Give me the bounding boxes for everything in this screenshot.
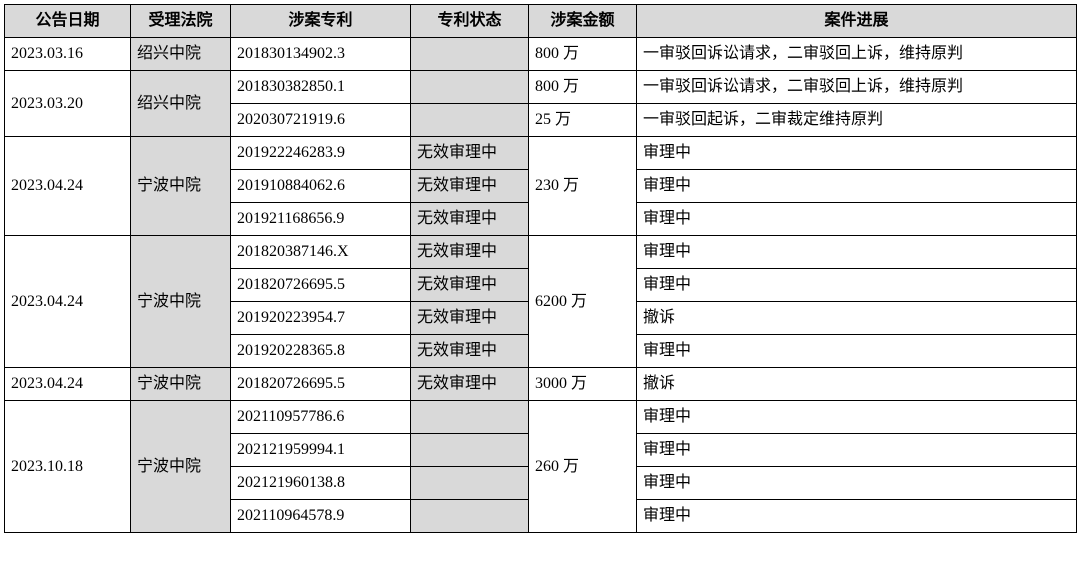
cell-patent: 201910884062.6	[231, 170, 411, 203]
table-row: 2023.04.24 宁波中院 201922246283.9 无效审理中 230…	[5, 137, 1077, 170]
cell-status	[411, 71, 529, 104]
cell-status	[411, 104, 529, 137]
cell-status: 无效审理中	[411, 368, 529, 401]
cell-status	[411, 467, 529, 500]
cell-patent: 201820726695.5	[231, 368, 411, 401]
cell-patent: 201921168656.9	[231, 203, 411, 236]
table-body: 2023.03.16 绍兴中院 201830134902.3 800 万 一审驳…	[5, 38, 1077, 533]
cell-amount: 6200 万	[529, 236, 637, 368]
cell-progress: 审理中	[637, 467, 1077, 500]
cell-progress: 审理中	[637, 203, 1077, 236]
cell-patent: 201820387146.X	[231, 236, 411, 269]
table-row: 2023.04.24 宁波中院 201820387146.X 无效审理中 620…	[5, 236, 1077, 269]
cell-progress: 撤诉	[637, 368, 1077, 401]
header-status: 专利状态	[411, 5, 529, 38]
cell-court: 宁波中院	[131, 368, 231, 401]
cell-date: 2023.03.16	[5, 38, 131, 71]
cell-progress: 审理中	[637, 269, 1077, 302]
cell-patent: 202121959994.1	[231, 434, 411, 467]
cell-amount: 260 万	[529, 401, 637, 533]
cell-amount: 230 万	[529, 137, 637, 236]
cell-court: 宁波中院	[131, 401, 231, 533]
cell-status: 无效审理中	[411, 269, 529, 302]
table-row: 2023.03.20 绍兴中院 201830382850.1 800 万 一审驳…	[5, 71, 1077, 104]
cell-patent: 202110964578.9	[231, 500, 411, 533]
cell-progress: 审理中	[637, 434, 1077, 467]
cell-date: 2023.04.24	[5, 137, 131, 236]
cell-progress: 一审驳回起诉，二审裁定维持原判	[637, 104, 1077, 137]
cell-status: 无效审理中	[411, 335, 529, 368]
cell-date: 2023.10.18	[5, 401, 131, 533]
cell-patent: 201920223954.7	[231, 302, 411, 335]
cell-patent: 202030721919.6	[231, 104, 411, 137]
cell-progress: 审理中	[637, 401, 1077, 434]
cell-status: 无效审理中	[411, 302, 529, 335]
cell-patent: 201830134902.3	[231, 38, 411, 71]
table-row: 2023.04.24 宁波中院 201820726695.5 无效审理中 300…	[5, 368, 1077, 401]
cell-status: 无效审理中	[411, 170, 529, 203]
header-amount: 涉案金额	[529, 5, 637, 38]
cell-status	[411, 434, 529, 467]
header-court: 受理法院	[131, 5, 231, 38]
cell-amount: 25 万	[529, 104, 637, 137]
cell-status: 无效审理中	[411, 236, 529, 269]
cell-status	[411, 38, 529, 71]
cell-progress: 审理中	[637, 500, 1077, 533]
header-date: 公告日期	[5, 5, 131, 38]
cell-patent: 201922246283.9	[231, 137, 411, 170]
cell-progress: 审理中	[637, 335, 1077, 368]
cell-amount: 800 万	[529, 71, 637, 104]
cell-patent: 202121960138.8	[231, 467, 411, 500]
cell-progress: 一审驳回诉讼请求，二审驳回上诉，维持原判	[637, 38, 1077, 71]
cell-date: 2023.04.24	[5, 368, 131, 401]
cell-date: 2023.04.24	[5, 236, 131, 368]
cell-progress: 撤诉	[637, 302, 1077, 335]
cell-court: 宁波中院	[131, 236, 231, 368]
cell-status	[411, 500, 529, 533]
cell-patent: 201830382850.1	[231, 71, 411, 104]
cell-court: 绍兴中院	[131, 38, 231, 71]
cell-court: 绍兴中院	[131, 71, 231, 137]
patent-cases-table: 公告日期 受理法院 涉案专利 专利状态 涉案金额 案件进展 2023.03.16…	[4, 4, 1077, 533]
cell-progress: 一审驳回诉讼请求，二审驳回上诉，维持原判	[637, 71, 1077, 104]
cell-date: 2023.03.20	[5, 71, 131, 137]
table-row: 2023.03.16 绍兴中院 201830134902.3 800 万 一审驳…	[5, 38, 1077, 71]
header-progress: 案件进展	[637, 5, 1077, 38]
cell-amount: 3000 万	[529, 368, 637, 401]
table-row: 2023.10.18 宁波中院 202110957786.6 260 万 审理中	[5, 401, 1077, 434]
cell-court: 宁波中院	[131, 137, 231, 236]
cell-patent: 202110957786.6	[231, 401, 411, 434]
cell-progress: 审理中	[637, 236, 1077, 269]
cell-status	[411, 401, 529, 434]
cell-patent: 201820726695.5	[231, 269, 411, 302]
header-patent: 涉案专利	[231, 5, 411, 38]
cell-status: 无效审理中	[411, 137, 529, 170]
cell-progress: 审理中	[637, 170, 1077, 203]
cell-status: 无效审理中	[411, 203, 529, 236]
cell-patent: 201920228365.8	[231, 335, 411, 368]
cell-amount: 800 万	[529, 38, 637, 71]
table-header-row: 公告日期 受理法院 涉案专利 专利状态 涉案金额 案件进展	[5, 5, 1077, 38]
cell-progress: 审理中	[637, 137, 1077, 170]
